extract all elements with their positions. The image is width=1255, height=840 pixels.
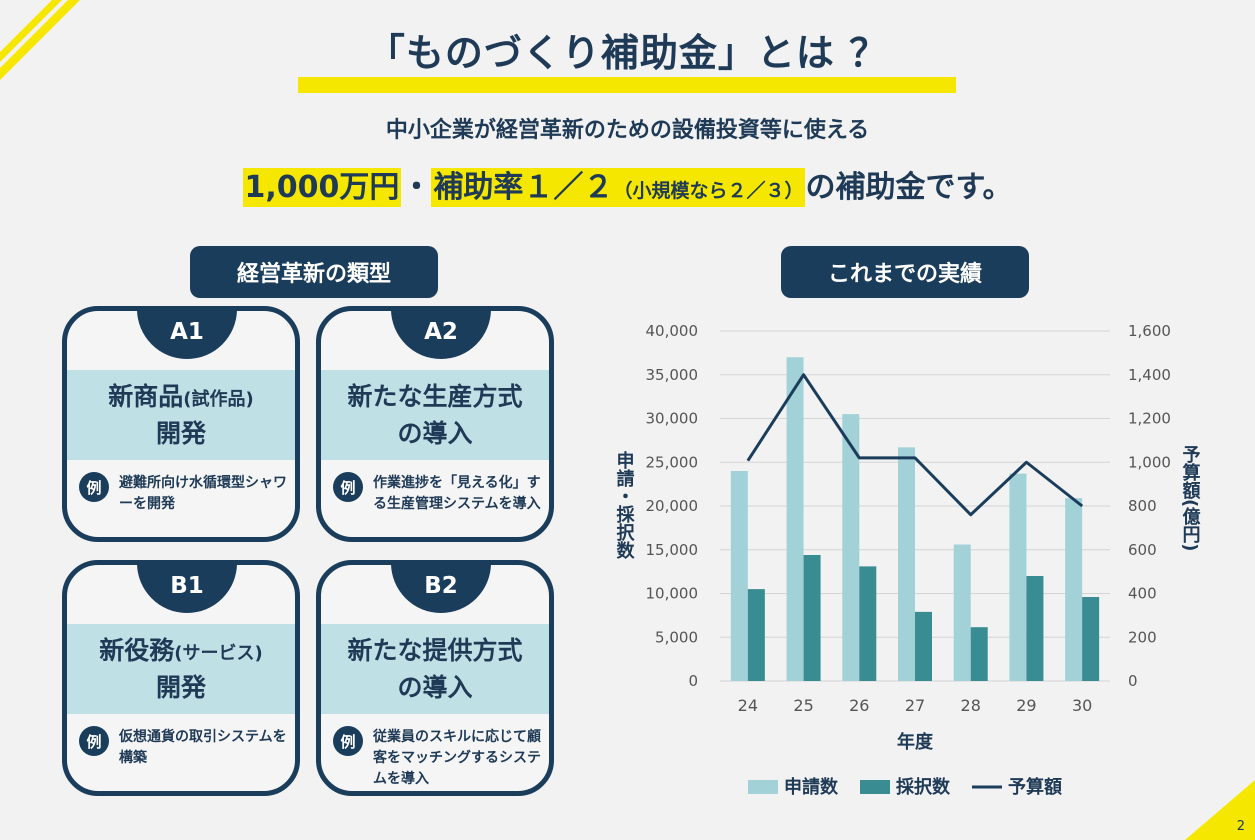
card-b2: B2 新たな提供方式 の導入 例 従業員のスキルに応じて顧客をマッチングするシス… [316, 560, 554, 796]
card-title-line2: 開発 [155, 418, 206, 448]
y-tick-label-right: 1,200 [1128, 410, 1171, 428]
card-title: 新たな生産方式 の導入 [321, 370, 549, 460]
bar-採択数 [747, 589, 765, 681]
bar-申請数 [898, 447, 915, 681]
y-tick-label-left: 15,000 [646, 541, 699, 559]
x-axis-title: 年度 [897, 731, 934, 753]
page-subtitle: 中小企業が経営革新のための設備投資等に使える [385, 118, 870, 143]
card-title-line1: 新たな提供方式 [347, 635, 523, 665]
bar-申請数 [1009, 473, 1027, 681]
bar-申請数 [953, 544, 971, 681]
example-text: 仮想通貨の取引システムを構築 [119, 729, 287, 766]
bar-申請数 [842, 414, 860, 681]
card-tab-label: A1 [170, 319, 204, 345]
y-tick-label-left: 25,000 [646, 453, 699, 471]
x-tick-label: 30 [1072, 696, 1092, 715]
bar-採択数 [915, 611, 932, 681]
bar-採択数 [803, 555, 821, 681]
card-title-note: (サービス) [174, 642, 263, 664]
bar-申請数 [786, 357, 804, 681]
card-tab-label: B1 [170, 573, 204, 599]
card-b1: B1 新役務(サービス) 開発 例 仮想通貨の取引システムを構築 [62, 560, 300, 796]
title-underline [298, 77, 956, 93]
example-badge: 例 [79, 472, 109, 502]
headline: 1,000万円・補助率１／２（小規模なら２／３）の補助金です。 [0, 162, 1255, 207]
headline-separator: ・ [401, 170, 432, 205]
y-tick-label-left: 40,000 [646, 322, 699, 340]
card-title-line1: 新役務 [99, 635, 175, 665]
card-title-note: (試作品) [183, 388, 254, 410]
y-axis-title-right: 予算額(億円) [1180, 445, 1202, 552]
x-tick-label: 24 [738, 696, 758, 715]
card-tab-label: A2 [424, 319, 458, 345]
legend-label: 申請数 [784, 776, 839, 798]
corner-stripes-decoration [0, 0, 80, 80]
bar-採択数 [1082, 597, 1100, 681]
page-number: 2 [1236, 819, 1245, 834]
card-tab-label: B2 [424, 573, 458, 599]
card-tab: A2 [391, 311, 491, 359]
page-title: 「ものづくり補助金」とは ？ [366, 31, 889, 75]
y-tick-label-right: 1,400 [1128, 366, 1171, 384]
card-tab: B1 [137, 565, 237, 613]
card-title-line1: 新商品 [108, 381, 184, 411]
line-予算額 [746, 373, 1084, 517]
y-tick-label-right: 1,600 [1128, 322, 1171, 340]
card-title: 新役務(サービス) 開発 [67, 624, 295, 714]
y-tick-label-right: 200 [1128, 628, 1157, 646]
track-record-chart: 0 5,000 10,000 15,000 20,000 25,000 30,000 35,0… [614, 322, 1202, 798]
headline-suffix: の補助金です。 [805, 170, 1013, 205]
headline-rate-group: 補助率１／２（小規模なら２／３） [431, 168, 806, 207]
y-tick-label-left: 30,000 [646, 410, 699, 428]
legend-swatch-採択数 [860, 780, 890, 794]
card-title-line2: の導入 [397, 418, 473, 448]
y-tick-label-left: 10,000 [646, 585, 699, 603]
card-tab: A1 [137, 311, 237, 359]
corner-triangle-decoration [1185, 780, 1255, 840]
card-title: 新商品(試作品) 開発 [67, 370, 295, 460]
y-tick-label-right: 600 [1128, 541, 1157, 559]
example-text: 従業員のスキルに応じて顧客をマッチングするシステムを導入 [373, 729, 541, 787]
y-axis-title-left: 申請・採択数 [614, 450, 635, 560]
x-tick-label: 28 [961, 696, 981, 715]
example-text: 避難所向け水循環型シャワーを開発 [119, 475, 287, 512]
y-tick-label-right: 0 [1128, 672, 1138, 690]
example-badge: 例 [79, 726, 109, 756]
card-title-line2: の導入 [397, 672, 473, 702]
y-tick-label-right: 1,000 [1128, 453, 1171, 471]
bar-採択数 [1026, 576, 1044, 681]
x-tick-label: 27 [905, 696, 925, 715]
bar-申請数 [1065, 498, 1083, 681]
x-tick-label: 29 [1016, 696, 1036, 715]
x-tick-label: 26 [849, 696, 869, 715]
innovation-types-header: 経営革新の類型 [190, 246, 438, 298]
bar-申請数 [730, 471, 748, 681]
y-tick-label-left: 35,000 [646, 366, 699, 384]
y-tick-label-left: 5,000 [655, 628, 698, 646]
card-a2: A2 新たな生産方式 の導入 例 作業進捗を「見える化」する生産管理システムを導… [316, 306, 554, 542]
y-tick-label-left: 0 [688, 672, 698, 690]
card-a1: A1 新商品(試作品) 開発 例 避難所向け水循環型シャワーを開発 [62, 306, 300, 542]
example-badge: 例 [333, 726, 363, 756]
legend-label: 予算額 [1008, 776, 1062, 798]
example-badge: 例 [333, 472, 363, 502]
headline-amount: 1,000万円 [242, 168, 402, 207]
y-tick-label-right: 800 [1128, 497, 1157, 515]
card-title-line2: 開発 [155, 672, 206, 702]
headline-rate: 補助率１／２ [433, 170, 614, 205]
legend-label: 採択数 [896, 776, 951, 798]
card-title: 新たな提供方式 の導入 [321, 624, 549, 714]
card-tab: B2 [391, 565, 491, 613]
bar-採択数 [859, 566, 877, 681]
headline-rate-small: （小規模なら２／３） [613, 180, 804, 202]
example-text: 作業進捗を「見える化」する生産管理システムを導入 [373, 475, 541, 512]
x-tick-label: 25 [793, 696, 813, 715]
y-tick-label-left: 20,000 [646, 497, 699, 515]
legend-swatch-申請数 [748, 780, 778, 794]
bar-採択数 [970, 627, 988, 681]
track-record-header: これまでの実績 [781, 246, 1029, 298]
y-tick-label-right: 400 [1128, 585, 1157, 603]
card-title-line1: 新たな生産方式 [347, 381, 523, 411]
